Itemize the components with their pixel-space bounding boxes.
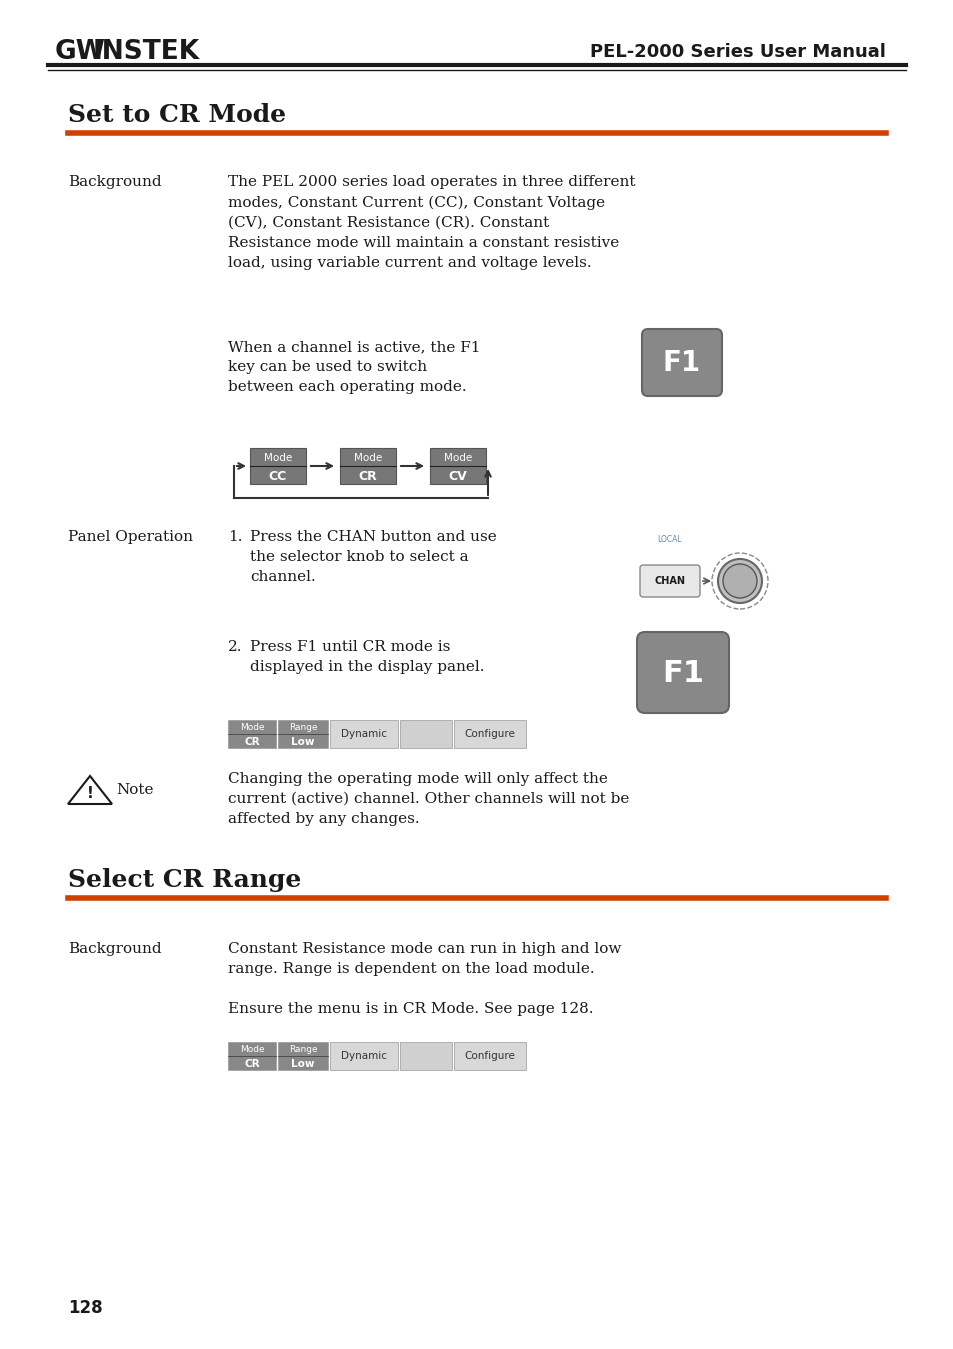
FancyBboxPatch shape: [339, 448, 395, 484]
Text: Background: Background: [68, 175, 161, 189]
FancyBboxPatch shape: [399, 1041, 452, 1070]
Text: Press F1 until CR mode is
displayed in the display panel.: Press F1 until CR mode is displayed in t…: [250, 639, 484, 674]
Circle shape: [718, 558, 761, 603]
Text: PEL-2000 Series User Manual: PEL-2000 Series User Manual: [590, 43, 885, 61]
Text: Dynamic: Dynamic: [340, 1051, 387, 1062]
Text: Dynamic: Dynamic: [340, 728, 387, 739]
FancyBboxPatch shape: [277, 720, 328, 747]
FancyBboxPatch shape: [639, 565, 700, 598]
Circle shape: [722, 564, 757, 598]
Text: CHAN: CHAN: [654, 576, 685, 585]
FancyBboxPatch shape: [250, 448, 306, 484]
FancyBboxPatch shape: [228, 1041, 275, 1070]
Text: Mode: Mode: [239, 723, 264, 733]
Text: Mode: Mode: [354, 453, 382, 463]
Text: 1.: 1.: [228, 530, 242, 544]
Text: Range: Range: [289, 1045, 317, 1055]
Text: Mode: Mode: [239, 1045, 264, 1055]
Text: Low: Low: [291, 1059, 314, 1068]
Text: Background: Background: [68, 942, 161, 956]
Text: Low: Low: [291, 737, 314, 747]
Text: GW: GW: [55, 39, 106, 65]
Text: !: !: [87, 786, 93, 801]
Text: 2.: 2.: [228, 639, 242, 654]
Text: Configure: Configure: [464, 1051, 515, 1062]
Text: Range: Range: [289, 723, 317, 733]
Text: INSTEK: INSTEK: [92, 39, 200, 65]
FancyBboxPatch shape: [330, 1041, 397, 1070]
Text: Press the CHAN button and use
the selector knob to select a
channel.: Press the CHAN button and use the select…: [250, 530, 497, 584]
Text: 128: 128: [68, 1299, 103, 1317]
Text: LOCAL: LOCAL: [657, 534, 681, 544]
Text: CV: CV: [448, 469, 467, 483]
Text: Select CR Range: Select CR Range: [68, 867, 301, 892]
Text: Panel Operation: Panel Operation: [68, 530, 193, 544]
Text: F1: F1: [661, 658, 703, 688]
Text: Mode: Mode: [443, 453, 472, 463]
Text: Changing the operating mode will only affect the
current (active) channel. Other: Changing the operating mode will only af…: [228, 772, 629, 826]
FancyBboxPatch shape: [454, 1041, 525, 1070]
FancyBboxPatch shape: [430, 448, 485, 484]
FancyBboxPatch shape: [637, 631, 728, 714]
Text: Configure: Configure: [464, 728, 515, 739]
Text: The PEL 2000 series load operates in three different
modes, Constant Current (CC: The PEL 2000 series load operates in thr…: [228, 175, 635, 270]
Polygon shape: [68, 776, 112, 804]
Text: CC: CC: [269, 469, 287, 483]
FancyBboxPatch shape: [399, 720, 452, 747]
Text: CR: CR: [244, 1059, 259, 1068]
FancyBboxPatch shape: [641, 329, 721, 397]
FancyBboxPatch shape: [228, 720, 275, 747]
Text: Constant Resistance mode can run in high and low
range. Range is dependent on th: Constant Resistance mode can run in high…: [228, 942, 620, 977]
Text: Mode: Mode: [264, 453, 292, 463]
Text: CR: CR: [358, 469, 377, 483]
Text: Note: Note: [116, 782, 153, 797]
FancyBboxPatch shape: [454, 720, 525, 747]
Text: F1: F1: [662, 349, 700, 376]
FancyBboxPatch shape: [277, 1041, 328, 1070]
Text: Ensure the menu is in CR Mode. See page 128.: Ensure the menu is in CR Mode. See page …: [228, 1002, 593, 1016]
Text: CR: CR: [244, 737, 259, 747]
Text: Set to CR Mode: Set to CR Mode: [68, 103, 286, 127]
Text: When a channel is active, the F1
key can be used to switch
between each operatin: When a channel is active, the F1 key can…: [228, 340, 480, 394]
FancyBboxPatch shape: [330, 720, 397, 747]
